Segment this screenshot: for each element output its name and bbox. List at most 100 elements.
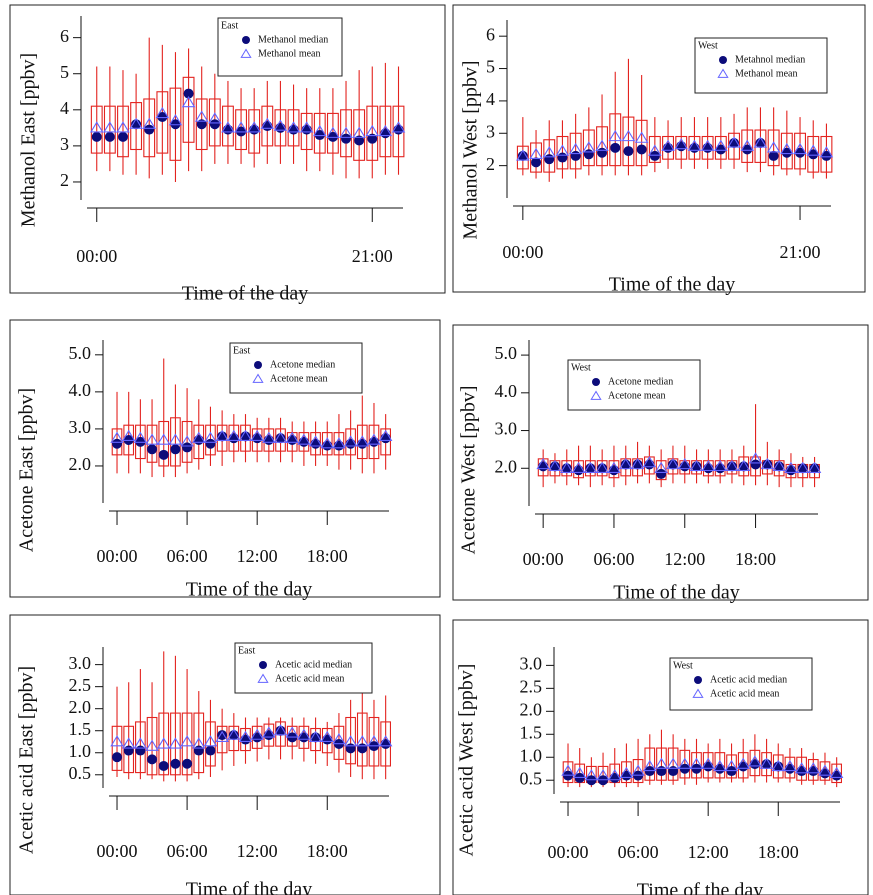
median-marker — [298, 732, 309, 743]
mean-marker — [560, 461, 574, 473]
median-marker — [222, 124, 233, 135]
median-marker — [380, 433, 391, 444]
legend-title: East — [221, 20, 238, 31]
x-tick-label: 06:00 — [167, 546, 208, 566]
median-marker — [715, 144, 726, 155]
mean-marker — [529, 147, 543, 159]
box — [679, 749, 691, 779]
median-marker — [196, 119, 207, 130]
median-marker — [322, 734, 333, 745]
legend-marker — [259, 661, 267, 669]
x-tick-label: 00:00 — [523, 549, 564, 569]
panel: 0.51.01.52.02.53.000:00 06:00 12:00 18:00Ti… — [9, 614, 441, 895]
y-tick-label: 3.0 — [69, 653, 92, 673]
median-marker — [182, 442, 193, 453]
median-marker — [796, 766, 807, 777]
box — [644, 747, 656, 781]
mean-marker — [794, 762, 809, 774]
legend-title: West — [698, 40, 718, 51]
median-marker — [597, 147, 608, 158]
median-marker — [750, 459, 761, 470]
median-marker — [549, 461, 560, 472]
mean-marker — [133, 431, 148, 443]
mean-marker — [736, 757, 750, 769]
median-marker — [228, 730, 239, 741]
mean-marker — [273, 724, 288, 736]
median-marker — [809, 463, 820, 474]
legend-box — [567, 359, 701, 411]
median-marker — [531, 157, 542, 168]
median-marker — [354, 135, 365, 146]
legend-marker — [257, 673, 269, 683]
legend-label: Methanol mean — [735, 68, 797, 79]
box — [796, 756, 807, 781]
y-tick-label: 2.0 — [520, 699, 543, 719]
x-tick-label: 06:00 — [167, 841, 208, 861]
mean-marker — [780, 142, 794, 155]
mean-marker — [332, 732, 346, 745]
y-tick-label: 5 — [486, 57, 495, 77]
median-marker — [112, 438, 123, 449]
legend-title: East — [238, 645, 255, 656]
mean-marker — [631, 764, 645, 776]
median-marker — [193, 745, 204, 756]
mean-marker — [262, 726, 276, 738]
mean-marker — [607, 461, 621, 473]
mean-marker — [619, 766, 634, 779]
median-marker — [808, 149, 819, 160]
median-marker — [644, 459, 655, 470]
mean-marker — [110, 735, 124, 747]
panel: 0.51.01.52.02.53.000:00 06:00 12:00 18:00Ti… — [452, 619, 869, 895]
mean-marker — [724, 759, 739, 772]
mean-marker — [596, 769, 610, 781]
mean-marker — [168, 737, 183, 749]
median-marker — [240, 431, 251, 442]
mean-marker — [168, 114, 183, 126]
median-marker — [333, 440, 344, 451]
x-tick-label: 12:00 — [237, 841, 278, 861]
median-marker — [583, 149, 594, 160]
box — [556, 135, 569, 170]
mean-marker — [689, 757, 704, 769]
box — [181, 420, 193, 463]
x-tick-label: 21:00 — [352, 246, 393, 266]
y-tick-label: 4.0 — [69, 380, 92, 400]
box — [831, 763, 842, 784]
median-marker — [821, 150, 832, 161]
median-marker — [275, 725, 286, 736]
median-marker — [158, 760, 169, 771]
y-tick-label: 4.0 — [495, 381, 518, 401]
median-marker — [649, 150, 660, 161]
mean-marker — [727, 136, 741, 148]
mean-marker — [619, 457, 633, 470]
mean-marker — [595, 139, 609, 151]
y-tick-label: 1.0 — [520, 745, 543, 765]
y-tick-label: 4 — [486, 89, 495, 109]
median-marker — [623, 146, 634, 157]
median-marker — [345, 438, 356, 449]
mean-marker — [273, 119, 288, 131]
median-marker — [663, 142, 674, 153]
panel: 2.0 3.0 4.0 5.0 00:00 06:00 12:00 18:00 Time of … — [452, 324, 869, 604]
mean-marker — [654, 461, 668, 473]
mean-marker — [548, 459, 562, 472]
y-tick-label: 3 — [60, 134, 69, 154]
median-marker — [585, 463, 596, 474]
box — [356, 712, 368, 767]
median-marker — [738, 761, 749, 772]
x-axis-title: Time of the day — [182, 283, 308, 305]
mean-marker — [700, 139, 715, 151]
median-marker — [702, 142, 713, 153]
mean-marker — [367, 735, 381, 747]
mean-marker — [584, 769, 599, 781]
x-tick-label: 06:00 — [593, 549, 634, 569]
box — [111, 725, 123, 771]
mean-marker — [818, 764, 832, 776]
legend-marker — [252, 373, 264, 383]
box — [379, 105, 392, 158]
y-tick-label: 5.0 — [495, 343, 518, 363]
box — [321, 432, 333, 456]
box — [596, 126, 609, 167]
median-marker — [104, 131, 115, 142]
mean-marker — [678, 757, 692, 769]
